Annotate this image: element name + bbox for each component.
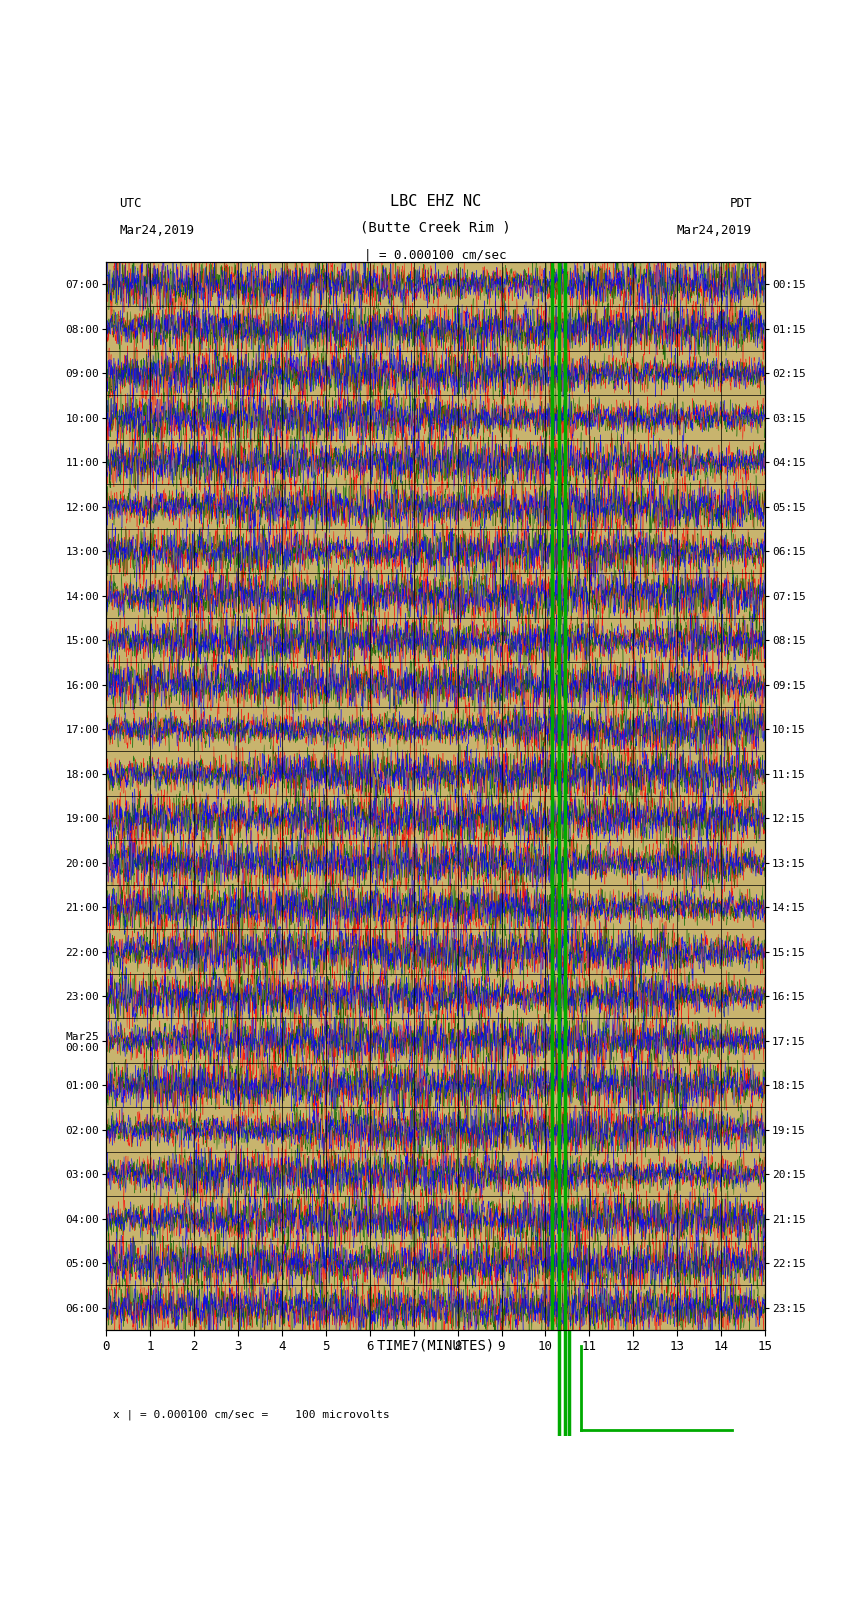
Text: Mar24,2019: Mar24,2019 — [119, 224, 195, 237]
Text: PDT: PDT — [729, 197, 751, 210]
Text: Mar24,2019: Mar24,2019 — [677, 224, 751, 237]
Text: x | = 0.000100 cm/sec =    100 microvolts: x | = 0.000100 cm/sec = 100 microvolts — [113, 1410, 389, 1419]
Text: UTC: UTC — [119, 197, 142, 210]
Text: TIME (MINUTES): TIME (MINUTES) — [377, 1339, 494, 1352]
Text: LBC EHZ NC: LBC EHZ NC — [390, 194, 481, 208]
Text: (Butte Creek Rim ): (Butte Creek Rim ) — [360, 221, 511, 235]
Text: | = 0.000100 cm/sec: | = 0.000100 cm/sec — [365, 248, 507, 261]
